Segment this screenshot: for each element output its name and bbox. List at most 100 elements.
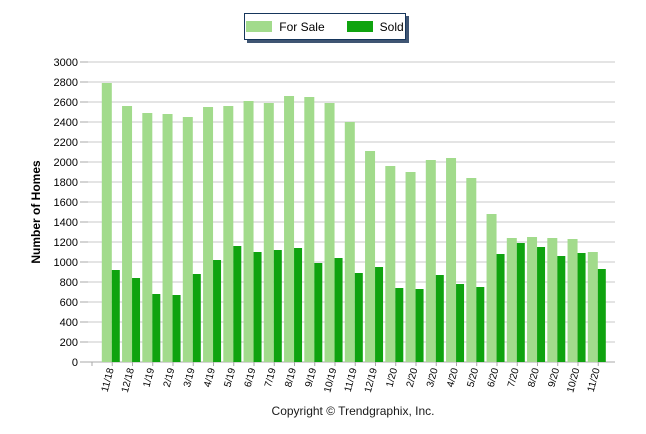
bar-sold-10/20 <box>577 253 586 362</box>
y-tick-label-200: 200 <box>60 337 78 349</box>
y-axis-title: Number of Homes <box>29 160 43 264</box>
x-label-3/20: 3/20 <box>425 367 441 389</box>
bar-for-sale-3/20 <box>425 160 436 362</box>
x-label-3/19: 3/19 <box>182 367 198 389</box>
y-tick-label-2800: 2800 <box>54 77 78 89</box>
bar-for-sale-5/20 <box>466 178 477 362</box>
x-label-7/20: 7/20 <box>506 367 522 389</box>
y-tick-label-0: 0 <box>72 357 78 369</box>
bar-for-sale-10/19 <box>324 103 335 362</box>
x-label-7/19: 7/19 <box>263 367 279 389</box>
bar-for-sale-11/19 <box>344 122 355 362</box>
bar-for-sale-1/20 <box>385 166 396 362</box>
x-label-5/19: 5/19 <box>223 367 239 389</box>
y-tick-label-1000: 1000 <box>54 257 78 269</box>
bar-for-sale-2/19 <box>162 114 173 362</box>
homes-bar-chart: 0 200 400 600 800 1000 1200 1400 1600 1800 2000 220… <box>29 57 615 394</box>
bar-sold-5/20 <box>476 287 485 362</box>
x-label-6/20: 6/20 <box>486 367 502 389</box>
bar-sold-11/19 <box>354 273 363 362</box>
bar-for-sale-1/19 <box>142 113 153 362</box>
x-label-9/19: 9/19 <box>304 367 320 389</box>
x-label-8/19: 8/19 <box>283 367 299 389</box>
bar-sold-11/18 <box>111 270 120 362</box>
bar-sold-1/20 <box>395 288 404 362</box>
bar-for-sale-9/20 <box>547 238 558 362</box>
x-label-10/20: 10/20 <box>565 367 582 394</box>
bar-for-sale-9/19 <box>304 97 315 362</box>
bar-for-sale-4/19 <box>203 107 214 362</box>
y-tick-label-1800: 1800 <box>54 177 78 189</box>
for-sale-label: For Sale <box>279 19 325 34</box>
y-tick-label-1200: 1200 <box>54 237 78 249</box>
bar-for-sale-8/19 <box>284 96 295 362</box>
x-label-6/19: 6/19 <box>243 367 259 389</box>
for-sale-swatch <box>246 21 273 32</box>
bar-for-sale-4/20 <box>446 158 457 362</box>
x-label-12/19: 12/19 <box>363 367 380 394</box>
bar-sold-7/19 <box>273 250 282 362</box>
sold-label: Sold <box>379 19 404 34</box>
y-tick-label-2200: 2200 <box>54 137 78 149</box>
x-label-11/19: 11/19 <box>343 367 360 394</box>
bar-for-sale-3/19 <box>182 117 193 362</box>
y-tick-label-600: 600 <box>60 297 78 309</box>
bar-sold-6/19 <box>253 252 262 362</box>
y-tick-label-1600: 1600 <box>54 197 78 209</box>
legend-item-for-sale: For Sale <box>246 19 325 34</box>
bar-sold-1/19 <box>152 294 161 362</box>
bar-sold-3/19 <box>192 274 201 362</box>
bar-for-sale-8/20 <box>527 237 538 362</box>
y-tick-label-400: 400 <box>60 317 78 329</box>
bar-sold-2/20 <box>415 289 424 362</box>
bar-for-sale-7/20 <box>506 238 517 362</box>
y-tick-label-2600: 2600 <box>54 97 78 109</box>
x-label-11/18: 11/18 <box>100 367 117 394</box>
bar-sold-4/19 <box>213 260 222 362</box>
bar-for-sale-6/20 <box>486 214 497 362</box>
y-tick-label-2400: 2400 <box>54 117 78 129</box>
bar-sold-4/20 <box>456 284 465 362</box>
bar-sold-12/18 <box>132 278 141 362</box>
bar-for-sale-10/20 <box>567 239 578 362</box>
bar-sold-3/20 <box>435 275 444 362</box>
bar-for-sale-11/18 <box>101 83 112 362</box>
bar-for-sale-7/19 <box>263 103 274 362</box>
bar-sold-12/19 <box>375 267 384 362</box>
bar-sold-5/19 <box>233 246 242 362</box>
bar-sold-8/19 <box>294 248 303 362</box>
bar-for-sale-6/19 <box>243 101 254 362</box>
bar-for-sale-2/20 <box>405 172 416 362</box>
bar-sold-6/20 <box>496 254 505 362</box>
bar-sold-9/20 <box>557 256 566 362</box>
y-tick-label-1400: 1400 <box>54 217 78 229</box>
legend-item-sold: Sold <box>346 19 404 34</box>
x-label-4/20: 4/20 <box>445 367 461 389</box>
bar-sold-8/20 <box>537 247 546 362</box>
y-tick-label-2000: 2000 <box>54 157 78 169</box>
x-label-9/20: 9/20 <box>547 367 563 389</box>
bar-sold-9/19 <box>314 263 323 362</box>
bar-for-sale-11/20 <box>587 252 598 362</box>
bar-sold-10/19 <box>334 258 343 362</box>
bar-for-sale-12/18 <box>122 106 133 362</box>
x-label-11/20: 11/20 <box>586 367 603 394</box>
bar-sold-2/19 <box>172 295 181 362</box>
bar-sold-7/20 <box>516 243 525 362</box>
bar-for-sale-12/19 <box>365 151 376 362</box>
y-tick-label-800: 800 <box>60 277 78 289</box>
x-label-2/19: 2/19 <box>162 367 178 389</box>
x-label-5/20: 5/20 <box>466 367 482 389</box>
x-label-1/20: 1/20 <box>385 367 401 389</box>
x-label-10/19: 10/19 <box>322 367 339 394</box>
x-label-8/20: 8/20 <box>526 367 542 389</box>
x-label-12/18: 12/18 <box>120 367 137 394</box>
y-tick-label-3000: 3000 <box>54 57 78 69</box>
x-label-2/20: 2/20 <box>405 367 421 389</box>
bar-for-sale-5/19 <box>223 106 234 362</box>
copyright-text: Copyright © Trendgraphix, Inc. <box>271 404 435 418</box>
legend: For Sale Sold <box>244 13 406 40</box>
sold-swatch <box>346 21 373 32</box>
bar-sold-11/20 <box>597 269 606 362</box>
